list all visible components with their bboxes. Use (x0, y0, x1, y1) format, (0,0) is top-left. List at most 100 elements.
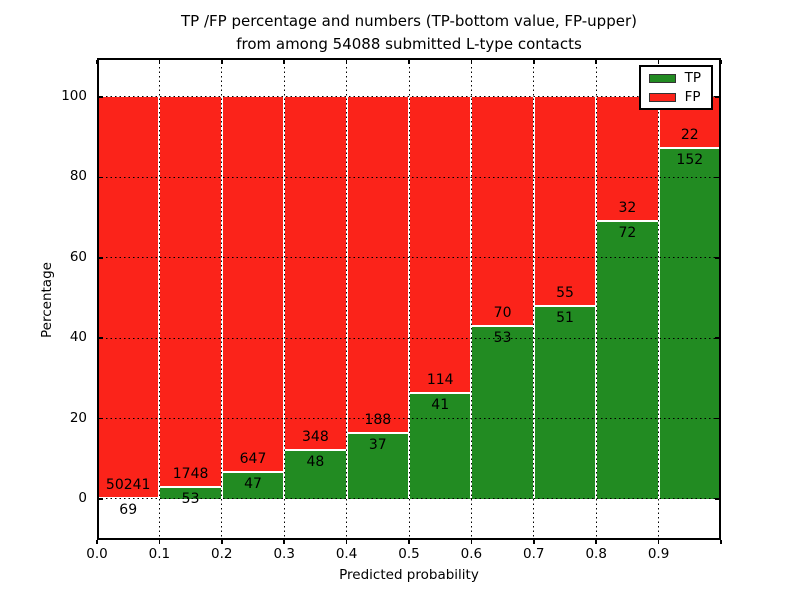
x-tick-label-0: 0.0 (86, 546, 108, 562)
bar-edge-boundary-4 (346, 431, 409, 434)
bar-count-fp-8: 32 (618, 199, 637, 216)
x-tick-bottom-6 (470, 540, 473, 544)
x-tick-bottom-9 (657, 540, 660, 544)
bar-count-fp-6: 70 (493, 304, 512, 321)
gridline-x-3 (283, 58, 285, 540)
y-tick-right-80 (715, 176, 719, 179)
bar-segment-tp-7 (533, 305, 597, 499)
legend-entry-tp: TP (648, 70, 701, 86)
legend-label-tp: TP (684, 70, 701, 86)
x-tick-top-7 (533, 60, 535, 64)
x-tick-bottom-7 (533, 540, 535, 544)
gridline-y-60 (97, 257, 721, 259)
x-tick-top-9 (657, 60, 660, 64)
x-tick-label-4: 0.4 (335, 546, 358, 562)
chart-title-line1: TP /FP percentage and numbers (TP-bottom… (181, 12, 637, 30)
bar-count-tp-7: 51 (556, 309, 574, 326)
bar-segment-tp-5 (409, 392, 472, 499)
y-tick-left-100 (99, 96, 103, 98)
bar-edge-boundary-5 (409, 391, 472, 394)
x-tick-top-2 (221, 60, 223, 64)
bar-edge-boundary-6 (471, 324, 534, 327)
bar-edge-boundary-9 (658, 146, 721, 149)
bar-segment-fp-7 (533, 96, 597, 306)
y-tick-label-40: 40 (69, 329, 87, 346)
y-tick-left-60 (99, 257, 103, 259)
x-tick-bottom-8 (595, 540, 597, 544)
bar-segment-tp-6 (471, 325, 534, 499)
gridline-x-5 (408, 58, 410, 540)
bar-count-fp-2: 647 (239, 450, 267, 467)
bar-segment-fp-0 (97, 96, 160, 499)
y-tick-label-100: 100 (61, 87, 87, 104)
bar-count-tp-9: 152 (676, 151, 704, 168)
y-tick-left-80 (99, 176, 103, 179)
bar-count-fp-1: 1748 (172, 466, 209, 483)
y-tick-right-0 (715, 498, 719, 500)
gridline-x-1 (158, 58, 160, 540)
x-tick-bottom-4 (345, 540, 348, 544)
legend-swatch-fp-icon (648, 92, 676, 102)
gridline-y-80 (97, 176, 721, 178)
bar-segment-tp-9 (658, 147, 721, 499)
x-tick-top-5 (408, 60, 410, 64)
bar-count-tp-0: 69 (119, 502, 138, 519)
bar-count-fp-4: 188 (364, 411, 392, 428)
x-tick-top-1 (158, 60, 161, 64)
gridline-x-2 (221, 58, 223, 540)
x-tick-bottom-0 (96, 540, 98, 544)
x-tick-label-5: 0.5 (398, 546, 420, 562)
x-axis-label: Predicted probability (339, 567, 479, 583)
bar-count-fp-5: 114 (426, 371, 454, 388)
bar-count-tp-3: 48 (306, 454, 325, 471)
gridline-x-4 (346, 58, 348, 540)
y-tick-label-80: 80 (69, 168, 87, 185)
x-tick-label-7: 0.7 (523, 546, 545, 562)
y-tick-label-0: 0 (78, 489, 87, 506)
gridline-y-100 (97, 96, 721, 98)
bar-segment-tp-1 (159, 487, 222, 499)
legend-entry-fp: FP (648, 90, 701, 104)
gridline-x-7 (533, 58, 535, 540)
bar-segment-tp-8 (596, 220, 659, 499)
x-tick-top-4 (345, 60, 348, 64)
x-tick-label-2: 0.2 (211, 546, 233, 562)
y-tick-right-60 (715, 257, 719, 259)
legend-swatch-tp-icon (648, 73, 676, 83)
bar-edge-boundary-0 (97, 497, 160, 500)
bar-edge-boundary-1 (159, 486, 222, 489)
x-tick-bottom-2 (221, 540, 223, 544)
bar-edge-boundary-2 (221, 470, 285, 473)
y-tick-left-0 (99, 498, 103, 500)
gridline-x-9 (658, 58, 660, 540)
gridline-y-0 (97, 498, 721, 500)
x-tick-label-9: 0.9 (647, 546, 670, 562)
x-tick-bottom-10 (720, 540, 722, 544)
x-tick-top-6 (470, 60, 473, 64)
bar-segment-fp-6 (471, 96, 534, 326)
x-tick-label-3: 0.3 (273, 546, 295, 562)
bar-segment-tp-4 (346, 432, 409, 499)
y-tick-right-40 (715, 337, 719, 339)
bar-segment-fp-8 (596, 96, 659, 221)
bar-segment-fp-1 (159, 96, 222, 488)
x-tick-top-8 (595, 60, 597, 64)
gridline-y-20 (97, 418, 721, 420)
bar-edge-boundary-3 (284, 449, 347, 452)
y-tick-right-20 (715, 417, 719, 420)
y-tick-left-40 (99, 337, 103, 339)
x-tick-label-6: 0.6 (460, 546, 483, 562)
x-tick-bottom-3 (283, 540, 285, 544)
bar-segment-fp-4 (346, 96, 409, 433)
legend: TP FP (638, 65, 713, 110)
x-tick-top-3 (283, 60, 285, 64)
gridline-x-8 (595, 58, 597, 540)
gridline-y-40 (97, 337, 721, 339)
chart-title: TP /FP percentage and numbers (TP-bottom… (97, 10, 721, 56)
gridline-x-6 (470, 58, 472, 540)
y-tick-label-60: 60 (69, 248, 87, 265)
bar-count-fp-0: 50241 (105, 477, 151, 494)
bar-count-fp-3: 348 (302, 429, 329, 446)
x-tick-label-1: 0.1 (148, 546, 171, 562)
